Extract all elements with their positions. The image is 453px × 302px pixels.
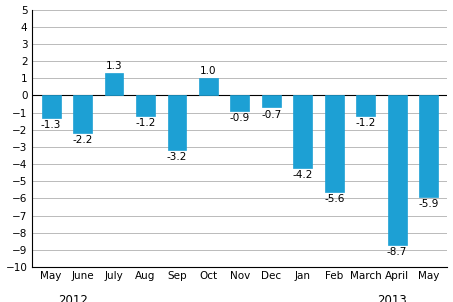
Bar	[231, 95, 249, 111]
Text: 1.0: 1.0	[200, 66, 217, 76]
Text: -0.9: -0.9	[230, 113, 250, 123]
Bar	[105, 73, 124, 95]
Text: 1.3: 1.3	[106, 61, 122, 71]
Text: -2.2: -2.2	[72, 135, 93, 145]
Bar	[168, 95, 186, 150]
Bar	[388, 95, 406, 245]
Bar	[262, 95, 281, 108]
Bar	[356, 95, 375, 116]
Text: -0.7: -0.7	[261, 110, 281, 120]
Text: -1.3: -1.3	[41, 120, 61, 130]
Bar	[199, 78, 218, 95]
Text: -5.6: -5.6	[324, 194, 344, 204]
Text: -4.2: -4.2	[293, 170, 313, 180]
Text: -1.2: -1.2	[356, 118, 376, 128]
Bar	[419, 95, 438, 197]
Text: -5.9: -5.9	[419, 199, 439, 209]
Bar	[73, 95, 92, 133]
Text: 2013: 2013	[377, 294, 407, 302]
Text: -8.7: -8.7	[387, 247, 407, 257]
Bar	[294, 95, 312, 168]
Bar	[136, 95, 155, 116]
Text: -3.2: -3.2	[167, 153, 187, 162]
Text: 2012: 2012	[58, 294, 87, 302]
Bar	[42, 95, 61, 118]
Text: -1.2: -1.2	[135, 118, 156, 128]
Bar	[325, 95, 344, 191]
